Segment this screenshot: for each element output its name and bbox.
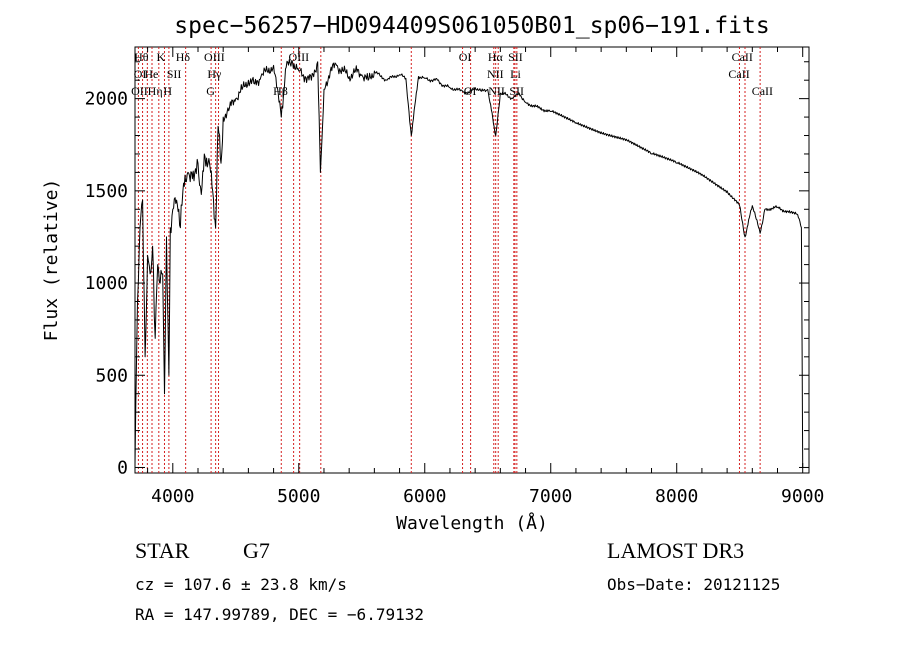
line-id-label: Hθ — [134, 50, 149, 64]
y-tick-label: 2000 — [85, 89, 128, 110]
object-subclass: G7 — [243, 538, 270, 563]
line-id-label: Hη — [148, 84, 163, 98]
x-tick-label: 4000 — [151, 486, 194, 507]
line-id-label: SII — [508, 50, 523, 64]
line-id-label: Hβ — [273, 84, 288, 98]
line-id-label: CaII — [752, 84, 773, 98]
line-id-label: Hδ — [176, 50, 191, 64]
x-tick-label: 7000 — [529, 486, 572, 507]
redshift-cz: cz = 107.6 ± 23.8 km/s — [135, 575, 347, 594]
line-id-label: H — [163, 84, 172, 98]
line-id-label: OII — [131, 84, 148, 98]
y-tick-label: 1500 — [85, 181, 128, 202]
x-tick-label: 5000 — [277, 486, 320, 507]
y-tick-label: 500 — [95, 365, 128, 386]
y-axis-ticks: 0 500 1000 1500 2000 — [85, 61, 809, 478]
line-id-label: K — [156, 50, 165, 64]
line-id-label: NII — [487, 67, 504, 81]
plot-frame — [134, 46, 810, 474]
series-group — [134, 59, 804, 468]
line-id-label: Hα — [488, 50, 504, 64]
object-type: STAR — [135, 538, 190, 563]
line-id-label: CaII — [728, 67, 749, 81]
coordinates: RA = 147.99789, DEC = −6.79132 — [135, 605, 424, 624]
line-id-label: OIII — [204, 50, 225, 64]
line-id-label: OI — [459, 50, 472, 64]
x-tick-label: 9000 — [781, 486, 824, 507]
line-id-label: SII — [509, 84, 524, 98]
line-id-label: Hγ — [207, 67, 222, 81]
line-id-label: CaII — [732, 50, 753, 64]
observation-date: Obs−Date: 20121125 — [607, 575, 780, 594]
y-tick-label: 1000 — [85, 273, 128, 294]
y-axis-label: Flux (relative) — [41, 179, 62, 342]
chart-title: spec−56257−HD094409S061050B01_sp06−191.f… — [174, 13, 769, 39]
y-tick-label: 0 — [117, 457, 128, 478]
line-id-label: G — [206, 84, 215, 98]
line-id-label: SII — [167, 67, 182, 81]
line-id-label: He — [144, 67, 158, 81]
line-id-label: Li — [510, 67, 521, 81]
line-id-label: NII — [488, 84, 505, 98]
line-id-label: OI — [134, 67, 147, 81]
x-axis-label: Wavelength (Å) — [396, 512, 548, 534]
survey-name: LAMOST DR3 — [607, 538, 744, 563]
x-axis-ticks: 4000 5000 6000 7000 8000 9000 — [147, 47, 824, 507]
spectrum-line — [134, 59, 804, 468]
x-tick-label: 8000 — [655, 486, 698, 507]
x-tick-label: 6000 — [403, 486, 446, 507]
